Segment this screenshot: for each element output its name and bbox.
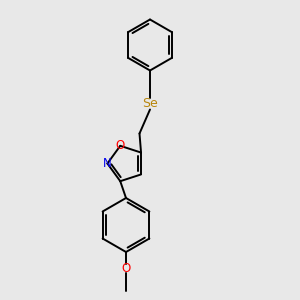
Text: O: O — [122, 262, 130, 275]
Text: O: O — [116, 139, 125, 152]
Text: N: N — [103, 157, 112, 170]
Text: Se: Se — [142, 97, 158, 110]
